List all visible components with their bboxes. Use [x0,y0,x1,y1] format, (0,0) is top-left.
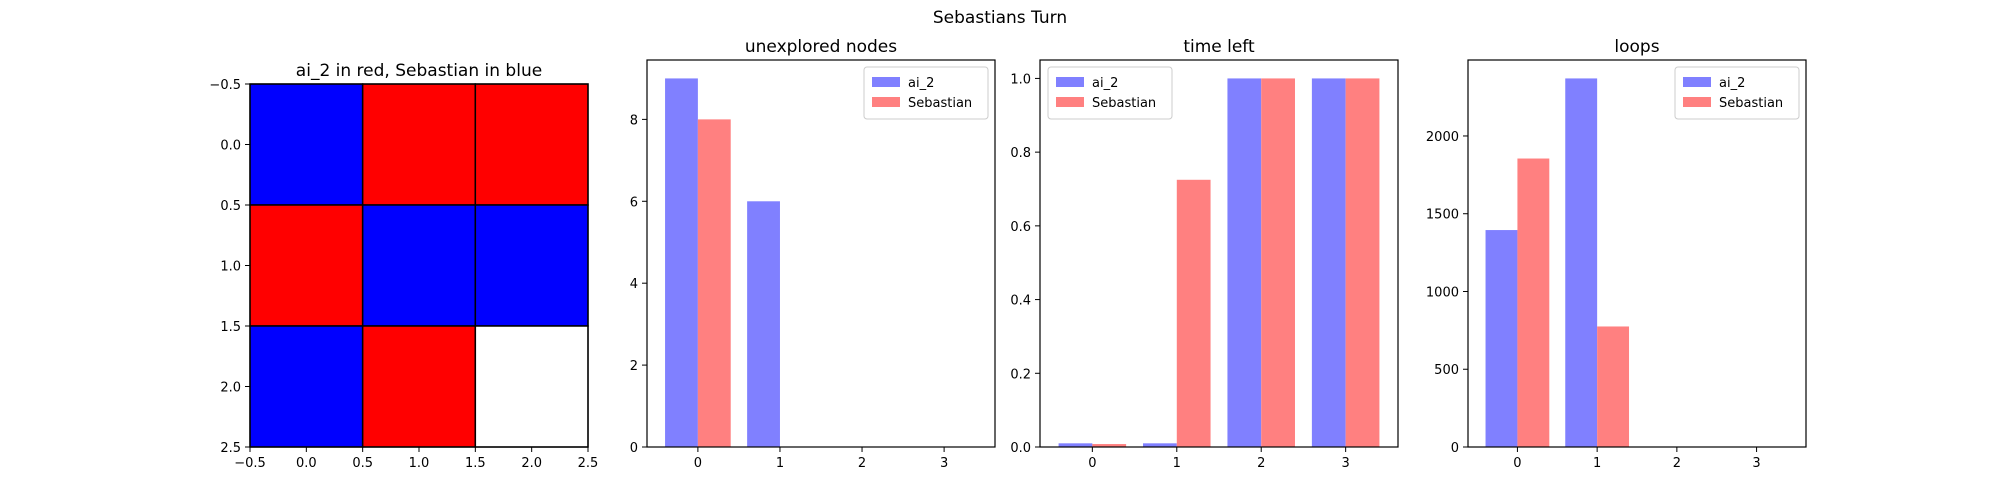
board-title: ai_2 in red, Sebastian in blue [296,61,542,81]
y-tick-label: 1.5 [220,320,241,335]
y-tick-label: 2.5 [220,441,241,456]
bar-ai_2-2 [1227,78,1262,447]
bar-chart-panel-1: unexplored nodes 0 1 2 3 0 2 4 6 8 ai_2 Sebastian [630,37,996,471]
board-cell [361,204,477,327]
bar-Sebastian-1 [1176,179,1211,448]
legend-swatch [872,77,900,87]
y-tick-label: −0.5 [209,78,241,93]
legend-label: ai_2 [1092,76,1118,91]
legend-label: Sebastian [1092,96,1156,111]
x-tick-label: 3 [1342,456,1350,471]
bar-Sebastian-1 [1597,326,1630,447]
board-cell [361,83,477,206]
chart-title: time left [1183,37,1255,57]
legend-swatch [1056,77,1084,87]
y-tick-label: 0.4 [1010,294,1031,309]
legend-swatch [872,97,900,107]
board-cell [474,325,589,448]
y-tick-label: 0.6 [1010,220,1031,235]
axes-frame [646,59,996,448]
board-cell [249,325,364,448]
bar-ai_2-0 [1058,443,1093,447]
chart-title: unexplored nodes [745,37,897,57]
legend: ai_2 Sebastian [863,66,989,120]
bar-chart-panel-3: loops 0 1 2 3 0 500 1000 1500 2000 ai_2 Sebastian [1426,37,1807,471]
x-tick-label: 2.0 [521,456,542,471]
legend-frame [863,66,989,120]
legend: ai_2 Sebastian [1047,66,1173,120]
legend-frame [1674,66,1800,120]
bar-ai_2-1 [1143,443,1177,447]
legend-label: ai_2 [908,76,934,91]
y-tick-label: 0.5 [220,199,241,214]
axes-frame [1039,59,1399,448]
chart-title: loops [1614,37,1659,57]
bar-ai_2-1 [747,201,780,447]
legend-frame [1047,66,1173,120]
x-tick-label: 0 [694,456,702,471]
y-tick-label: 0 [630,441,638,456]
y-tick-label: 6 [630,195,638,210]
y-tick-label: 2000 [1426,130,1459,145]
board-cell [249,204,364,327]
y-tick-label: 0 [1451,441,1459,456]
legend: ai_2 Sebastian [1674,66,1800,120]
board-cell [474,204,589,327]
legend-swatch [1056,97,1084,107]
bar-chart-panel-2: time left 0 1 2 3 0.0 0.2 0.4 0.6 0.8 1.0 ai_2 Sebas… [1010,37,1399,471]
y-tick-label: 8 [630,113,638,128]
legend-swatch [1683,97,1711,107]
bar-Sebastian-0 [697,119,731,447]
x-tick-label: 1.5 [465,456,486,471]
y-tick-label: 0.0 [1010,441,1031,456]
x-tick-label: 2 [858,456,866,471]
x-tick-label: 0 [1088,456,1096,471]
x-tick-label: 0.0 [296,456,317,471]
x-tick-label: 1 [776,456,784,471]
y-tick-label: 500 [1434,363,1459,378]
x-tick-label: 1.0 [409,456,430,471]
x-tick-label: 1 [1173,456,1181,471]
y-tick-label: 4 [630,277,638,292]
x-tick-label: 3 [940,456,948,471]
y-tick-label: 1.0 [1010,72,1031,87]
board-cell [361,325,477,448]
x-tick-label: 0 [1513,456,1521,471]
y-tick-label: 1.0 [220,260,241,275]
x-tick-label: 3 [1752,456,1760,471]
figure-suptitle: Sebastians Turn [933,8,1067,28]
bar-ai_2-0 [665,78,698,447]
legend-label: Sebastian [1719,96,1783,111]
legend-swatch [1683,77,1711,87]
board-panel: ai_2 in red, Sebastian in blue −0.5 −0.5 0.… [209,61,598,471]
board-cell [249,83,364,206]
legend-label: ai_2 [1719,76,1745,91]
axes-frame [1467,59,1807,448]
x-tick-label: 0.5 [352,456,373,471]
bar-Sebastian-0 [1517,158,1550,447]
x-tick-label: 2 [1673,456,1681,471]
bar-ai_2-3 [1311,78,1346,447]
y-tick-label: 0.2 [1010,367,1031,382]
x-tick-label: 2 [1257,456,1265,471]
bar-Sebastian-2 [1261,78,1295,447]
x-tick-label: 2.5 [578,456,599,471]
x-tick-label: 1 [1593,456,1601,471]
y-tick-label: 0.8 [1010,146,1031,161]
bar-ai_2-1 [1565,78,1598,447]
y-tick-label: 2.0 [220,381,241,396]
y-tick-label: 1500 [1426,208,1459,223]
y-tick-label: 0.0 [220,139,241,154]
bar-Sebastian-0 [1092,444,1127,447]
y-tick-label: 2 [630,359,638,374]
board-cell [474,83,589,206]
legend-label: Sebastian [908,96,972,111]
x-tick-label: −0.5 [234,456,266,471]
bar-Sebastian-3 [1345,78,1380,447]
bar-ai_2-0 [1485,230,1518,447]
y-tick-label: 1000 [1426,285,1459,300]
